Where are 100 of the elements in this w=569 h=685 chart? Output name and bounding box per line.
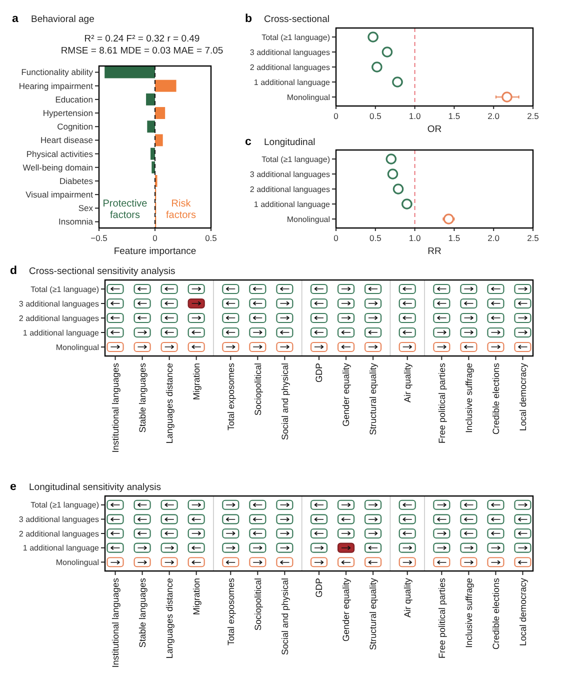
x-tick-label: Languages distance — [164, 578, 174, 659]
series-label: Risk factors — [166, 198, 196, 221]
y-tick-label: Insomnia — [58, 216, 94, 227]
text: → — [368, 298, 378, 310]
chart-title: Cross-sectional — [264, 14, 330, 25]
point — [392, 76, 403, 88]
text: ← — [463, 341, 474, 353]
text: → — [463, 542, 474, 554]
text: → — [490, 326, 501, 338]
y-tick-label: 2 additional languages — [18, 314, 99, 323]
text: e — [10, 481, 16, 493]
x-tick-label: −0.5 — [90, 233, 108, 243]
text: → — [279, 542, 290, 554]
text: ← — [279, 283, 290, 295]
point — [372, 62, 382, 72]
y-tick-label: 1 additional language — [22, 328, 100, 338]
text: → — [110, 341, 120, 353]
text: → — [314, 341, 324, 353]
x-tick-label: Gender equality — [341, 578, 352, 642]
y-tick-label: Total (≥1 language) — [30, 500, 100, 510]
text: → — [279, 341, 290, 353]
text: ← — [191, 326, 202, 338]
text: ← — [314, 326, 324, 338]
x-tick-label: Migration — [191, 578, 202, 616]
point — [368, 32, 378, 42]
y-tick-label: 2 additional languages — [18, 529, 99, 538]
text: → — [314, 556, 324, 568]
text: ← — [137, 283, 148, 295]
text: b — [245, 13, 252, 25]
text: → — [402, 556, 413, 568]
text: ← — [436, 514, 447, 526]
text: ← — [314, 514, 324, 526]
text: ← — [402, 514, 413, 526]
bar — [155, 80, 176, 92]
text: ← — [402, 528, 413, 540]
text: → — [436, 499, 447, 511]
point — [402, 198, 412, 210]
y-tick-label: Functionality ability — [21, 67, 94, 78]
text: ← — [518, 514, 528, 526]
text: → — [436, 341, 447, 353]
x-tick-label: 1.5 — [448, 111, 460, 121]
text: ← — [164, 528, 175, 540]
x-tick-label: 0 — [334, 233, 339, 243]
text: ← — [137, 312, 148, 324]
text: → — [252, 556, 263, 568]
x-tick-label: Gender equality — [341, 362, 352, 427]
text: → — [368, 528, 378, 540]
x-axis-title: RR — [428, 246, 442, 257]
y-tick-label: 3 additional languages — [18, 514, 99, 524]
text: → — [340, 528, 352, 540]
text: → — [110, 556, 120, 568]
text: ← — [164, 312, 175, 324]
y-tick-label: Monolingual — [286, 92, 330, 102]
x-tick-label: 2.5 — [527, 233, 540, 243]
text: ← — [314, 283, 324, 295]
text: c — [245, 136, 252, 148]
text: → — [137, 542, 148, 554]
text: ← — [340, 341, 352, 353]
x-tick-label: Sociopolitical — [252, 578, 263, 631]
text: ← — [314, 312, 324, 324]
text: ← — [110, 542, 120, 554]
x-tick-label: Inclusive suffrage — [464, 363, 474, 433]
point — [386, 154, 397, 164]
y-tick-label: Physical activities — [26, 148, 93, 159]
text: → — [137, 341, 148, 353]
y-tick-label: 2 additional languages — [250, 184, 330, 194]
x-tick-label: Free political parties — [436, 362, 447, 444]
chart-title: Behavioral age — [31, 14, 94, 25]
text: → — [225, 341, 236, 353]
y-tick-label: 1 additional language — [254, 78, 331, 87]
x-tick-label: Total exposomes — [226, 578, 236, 646]
text: ← — [252, 298, 263, 310]
x-tick-label: Institutional languages — [110, 362, 120, 453]
x-tick-label: Free political parties — [436, 578, 447, 659]
y-tick-label: Monolingual — [286, 214, 330, 224]
chart-subtitle: R² = 0.24 F² = 0.32 r = 0.49 RMSE = 8.61 MDE = 0.03 MAE = 7.05 — [60, 34, 224, 56]
text: ← — [340, 326, 352, 338]
chart-title: Cross-sectional sensitivity analysis — [29, 266, 176, 277]
point — [443, 214, 454, 224]
y-tick-label: 3 additional languages — [250, 170, 330, 179]
text: ← — [225, 326, 236, 338]
x-tick-label: 1.5 — [448, 233, 460, 243]
text: ← — [279, 326, 290, 338]
text: ← — [518, 298, 528, 310]
text: ← — [252, 312, 263, 324]
text: ← — [314, 528, 324, 540]
text: ← — [191, 556, 202, 568]
x-tick-label: GDP — [314, 363, 324, 383]
x-tick-label: 1.0 — [408, 233, 421, 243]
text: ← — [164, 514, 175, 526]
point — [502, 92, 512, 102]
y-tick-label: Well-being domain — [22, 162, 94, 172]
text: → — [340, 298, 352, 310]
text: ← — [518, 528, 528, 540]
text: ← — [137, 298, 148, 310]
y-tick-label: Diabetes — [59, 176, 93, 186]
text: ← — [314, 499, 324, 511]
text: ← — [110, 298, 120, 310]
y-tick-label: 3 additional languages — [18, 299, 99, 308]
text: → — [191, 298, 202, 310]
